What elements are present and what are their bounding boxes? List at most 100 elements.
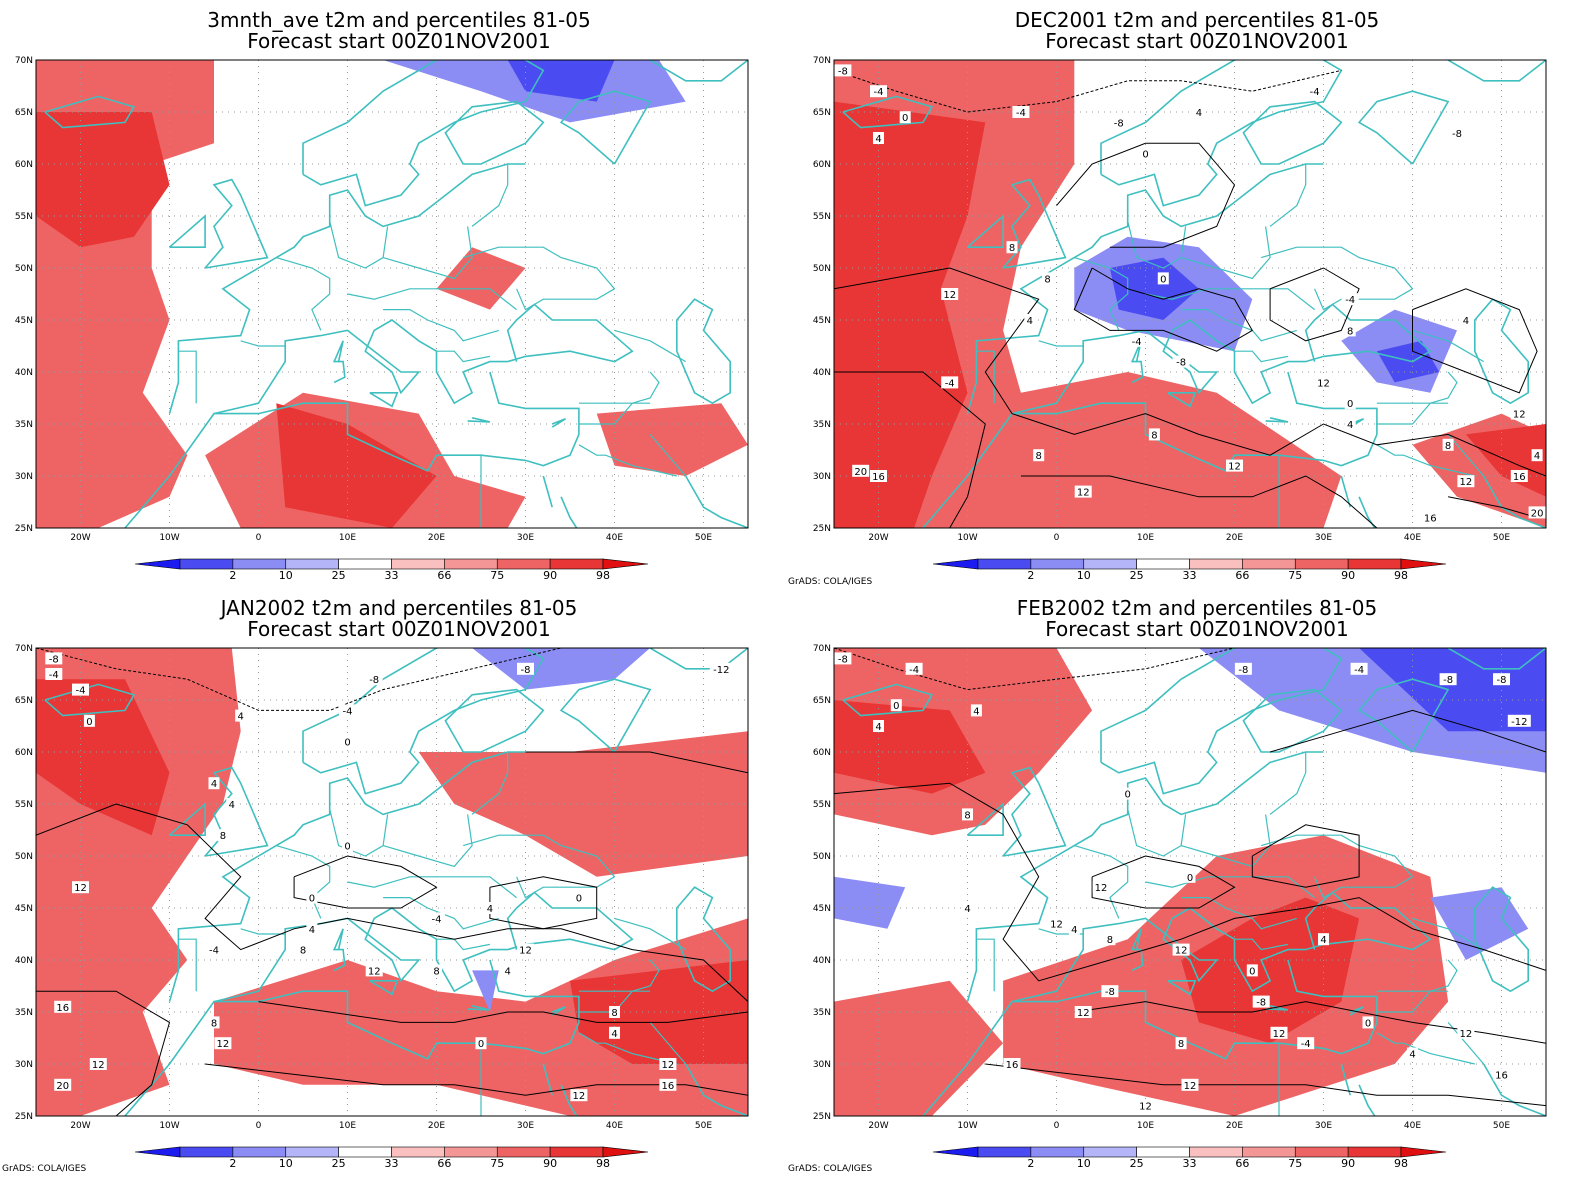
contour-label-bg (431, 964, 442, 977)
very-high-anomaly-area (834, 700, 986, 794)
colorbar-label: 2 (229, 1157, 236, 1170)
lon-label: 50E (1493, 1121, 1510, 1131)
contour-label-bg (1122, 787, 1134, 800)
colorbar-label: 66 (437, 569, 451, 582)
low-anomaly-area (472, 970, 499, 1012)
lat-label: 40N (15, 956, 33, 966)
colorbar-arrow-high (1400, 1146, 1447, 1158)
colorbar-segment (444, 558, 498, 570)
contour-label-bg (1104, 933, 1116, 946)
lat-label: 55N (15, 212, 33, 222)
contour-label-bg (1006, 241, 1018, 254)
grads-credit: GrADS: COLA/IGES (2, 1164, 87, 1174)
colorbar-segment (179, 1146, 234, 1158)
lat-label: 30N (813, 472, 831, 482)
contour-label-bg (573, 891, 585, 904)
colorbar-label: 33 (1183, 1157, 1197, 1170)
colorbar-label: 10 (279, 1157, 293, 1170)
contour-label: 4 (1409, 1050, 1415, 1061)
contour-label: -4 (432, 914, 442, 925)
country-border (614, 917, 687, 951)
lat-label: 35N (813, 420, 831, 430)
colorbar: 2 10 25 33 66 75 90 98 (134, 1146, 649, 1170)
country-border (382, 814, 473, 868)
coastline (44, 683, 136, 717)
coastline (542, 1063, 553, 1096)
contour-label: 0 (576, 894, 582, 905)
lat-label: 60N (813, 748, 831, 758)
lat-label: 35N (813, 1008, 831, 1018)
coastline (1242, 688, 1343, 753)
lon-label: 20W (70, 1121, 90, 1131)
map-frame (833, 59, 1547, 529)
contour-label-bg (1042, 272, 1054, 285)
lon-label: 10W (159, 533, 179, 543)
coastline (842, 683, 934, 717)
contour-label-bg (226, 798, 238, 810)
coastline (333, 340, 344, 362)
colorbar-label: 98 (1394, 569, 1408, 582)
contour-label-bg (205, 943, 223, 956)
contour-label: 4 (505, 966, 511, 977)
contour-label-bg (1110, 116, 1128, 129)
colorbar-segment (1242, 1146, 1296, 1158)
contour-label-bg (1092, 881, 1110, 894)
isotherm-line (1269, 709, 1546, 753)
isotherm-line (1448, 496, 1538, 519)
contour-label-bg (1074, 485, 1092, 498)
lon-label: 20E (1226, 533, 1243, 543)
panel-jan: JAN2002 t2m and percentiles 81-05 Foreca… (0, 598, 798, 1196)
country-border (1074, 257, 1129, 331)
contour-label: 12 (1460, 1029, 1473, 1040)
coastline (551, 418, 567, 428)
contour-label: 0 (893, 701, 899, 712)
contour-label: 12 (1317, 378, 1330, 389)
contour-label: 4 (1196, 108, 1202, 119)
lat-label: 70N (813, 644, 831, 654)
country-border (614, 329, 687, 363)
contour-label-bg (83, 714, 95, 727)
contour-label: 8 (1151, 430, 1157, 441)
colorbar-segment (1136, 1146, 1190, 1158)
country-border (178, 938, 197, 992)
colorbar-segment (391, 558, 445, 570)
lat-label: 35N (15, 1008, 33, 1018)
coastline (1131, 948, 1144, 972)
contour-label: 4 (964, 904, 970, 915)
panel-title: 3mnth_ave t2m and percentiles 81-05 (207, 8, 591, 32)
isotherm-line (489, 876, 598, 930)
coastline (213, 891, 634, 1003)
lat-label: 65N (15, 696, 33, 706)
country-border (329, 809, 389, 857)
panel-dec: DEC2001 t2m and percentiles 81-05 Foreca… (788, 0, 1596, 598)
country-border (1376, 1032, 1475, 1065)
country-border (578, 444, 677, 477)
colorbar-segment (1242, 558, 1296, 570)
lon-label: 50E (695, 1121, 712, 1131)
panel-subtitle: Forecast start 00Z01NOV2001 (1045, 617, 1349, 641)
coastline (467, 417, 491, 423)
contour-label-bg (517, 662, 534, 675)
coastline (922, 959, 1378, 1116)
contour-label-bg (1457, 475, 1475, 488)
contour-label: -4 (1345, 295, 1355, 306)
contour-label: -8 (1114, 118, 1124, 129)
contour-label-bg (834, 652, 852, 665)
coastline (966, 214, 1004, 248)
colorbar-label: 66 (437, 1157, 451, 1170)
colorbar-label: 98 (596, 1157, 610, 1170)
country-border (1127, 809, 1187, 857)
contour-label-bg (1101, 985, 1119, 998)
colorbar-segment (1189, 1146, 1243, 1158)
contour-label-bg (475, 1037, 487, 1050)
coastline (542, 475, 553, 508)
coastline (966, 163, 1324, 414)
colorbar-label: 90 (1341, 569, 1355, 582)
contour-label: -12 (713, 665, 729, 676)
lat-label: 25N (15, 1112, 33, 1122)
coastline (204, 178, 269, 269)
contour-label: 0 (902, 113, 908, 124)
country-border (1376, 990, 1449, 1013)
colorbar-arrow-low (932, 1146, 979, 1158)
coastline (1131, 928, 1142, 950)
